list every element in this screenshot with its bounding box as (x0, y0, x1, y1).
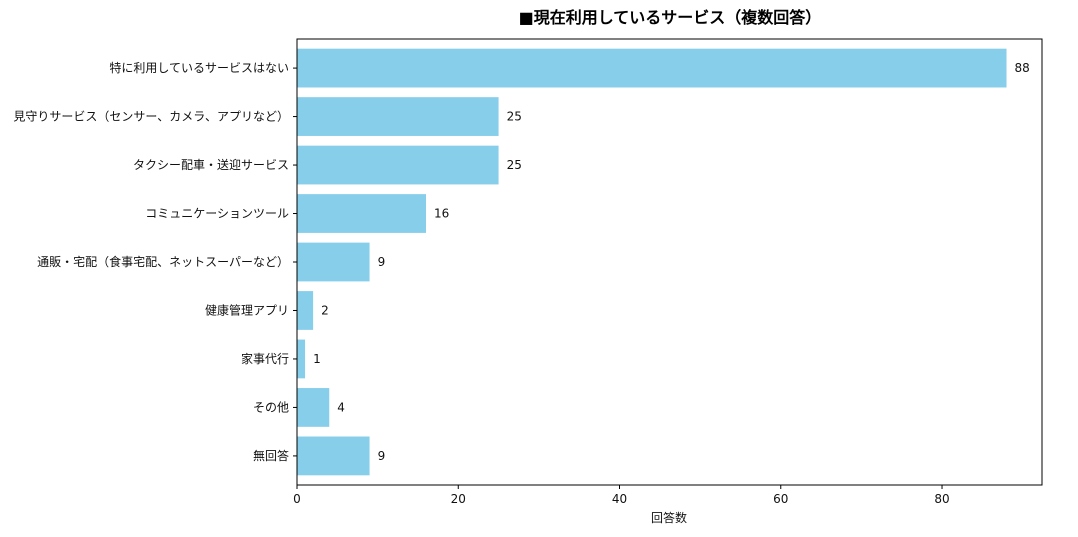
x-axis-label: 回答数 (651, 510, 687, 525)
x-tick-label: 80 (934, 492, 949, 506)
data-label: 9 (378, 449, 386, 463)
bar (297, 242, 370, 282)
data-label: 2 (321, 303, 329, 317)
y-tick-label: タクシー配車・送迎サービス (133, 157, 289, 172)
data-label: 4 (337, 400, 345, 414)
y-tick-label: 無回答 (253, 448, 289, 463)
y-tick-label: 健康管理アプリ (205, 302, 289, 317)
bar (297, 339, 306, 379)
x-tick-label: 40 (612, 492, 627, 506)
y-tick-label: 見守りサービス（センサー、カメラ、アプリなど） (13, 110, 289, 124)
bar (297, 194, 427, 233)
data-label: 25 (507, 158, 522, 172)
x-tick-label: 0 (293, 492, 301, 506)
bar (297, 291, 314, 330)
y-tick-label: 通販・宅配（食事宅配、ネットスーパーなど） (37, 254, 289, 269)
data-label: 25 (507, 110, 522, 124)
bar (297, 97, 499, 136)
plot-frame (296, 38, 1043, 486)
data-label: 9 (378, 255, 386, 269)
y-tick-label: その他 (253, 400, 289, 414)
bar (297, 145, 499, 185)
bar (297, 436, 370, 476)
data-label: 88 (1015, 61, 1030, 75)
data-label: 1 (313, 352, 321, 366)
y-tick-label: 特に利用しているサービスはない (109, 60, 289, 75)
data-label: 16 (434, 207, 449, 221)
y-tick-label: 家事代行 (241, 351, 289, 366)
bar (297, 388, 330, 427)
y-tick-label: コミュニケーションツール (145, 207, 289, 221)
x-tick-label: 60 (773, 492, 788, 506)
bar (297, 48, 1007, 88)
chart-title: ■現在利用しているサービス（複数回答） (519, 8, 822, 27)
x-tick-label: 20 (451, 492, 466, 506)
